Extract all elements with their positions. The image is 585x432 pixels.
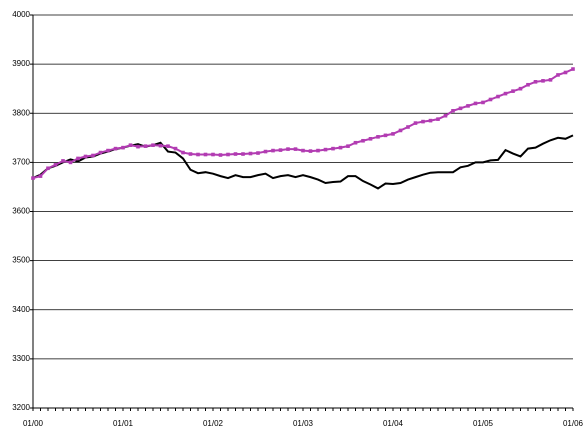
series-marker bbox=[143, 144, 148, 148]
series-marker bbox=[166, 144, 170, 148]
series-marker bbox=[428, 118, 433, 123]
series-marker bbox=[61, 159, 65, 163]
series-marker bbox=[353, 140, 358, 145]
series-line bbox=[32, 68, 574, 180]
y-tick-label: 3700 bbox=[12, 157, 30, 166]
series-marker bbox=[308, 149, 313, 153]
x-tick-label: 01/04 bbox=[383, 419, 404, 428]
series-marker bbox=[541, 79, 545, 83]
y-tick-label: 3300 bbox=[12, 354, 30, 363]
series-marker bbox=[548, 78, 553, 82]
y-tick-label: 3200 bbox=[12, 403, 30, 412]
series-marker bbox=[496, 94, 500, 99]
x-tick-label: 01/05 bbox=[473, 419, 494, 428]
series-marker bbox=[248, 151, 253, 156]
series-marker bbox=[376, 135, 380, 139]
series-marker bbox=[46, 166, 50, 171]
y-tick-label: 3600 bbox=[12, 207, 30, 216]
series-marker bbox=[406, 125, 410, 129]
series-marker bbox=[398, 128, 403, 133]
x-tick-label: 01/00 bbox=[23, 419, 44, 428]
series-marker bbox=[263, 149, 268, 154]
series-marker bbox=[271, 148, 275, 153]
x-tick-label: 01/03 bbox=[293, 419, 314, 428]
series-marker bbox=[301, 148, 305, 153]
series-marker bbox=[91, 153, 95, 158]
series-marker bbox=[316, 148, 320, 153]
x-tick-label: 01/06 bbox=[563, 419, 584, 428]
y-tick-label: 3800 bbox=[12, 108, 30, 117]
series-marker bbox=[571, 67, 575, 71]
y-tick-label: 3500 bbox=[12, 256, 30, 265]
series-marker bbox=[256, 151, 260, 155]
series-marker bbox=[293, 147, 298, 151]
series-marker bbox=[361, 138, 365, 143]
series-marker bbox=[503, 91, 508, 96]
series-marker bbox=[383, 133, 388, 138]
x-tick-label: 01/02 bbox=[203, 419, 224, 428]
series-marker bbox=[203, 152, 208, 157]
series-marker bbox=[556, 73, 560, 77]
series-marker bbox=[458, 106, 463, 111]
series-marker bbox=[121, 145, 125, 150]
series-marker bbox=[563, 70, 568, 75]
series-marker bbox=[488, 97, 493, 102]
series-marker bbox=[286, 147, 290, 151]
series-marker bbox=[533, 80, 538, 84]
series-marker bbox=[346, 144, 350, 148]
series-marker bbox=[338, 145, 343, 150]
series-marker bbox=[218, 153, 223, 157]
series-marker bbox=[368, 136, 373, 141]
series-marker bbox=[451, 108, 455, 113]
series-marker bbox=[526, 82, 530, 87]
series-line bbox=[32, 134, 574, 190]
y-tick-label: 3400 bbox=[12, 305, 30, 314]
series-marker bbox=[98, 150, 103, 155]
series-marker bbox=[196, 152, 200, 157]
series-marker bbox=[83, 154, 88, 159]
y-tick-label: 4000 bbox=[12, 10, 30, 19]
series-marker bbox=[211, 152, 215, 157]
series-marker bbox=[31, 176, 35, 180]
y-tick-label: 3900 bbox=[12, 59, 30, 68]
series-marker bbox=[128, 143, 133, 147]
series-marker bbox=[443, 113, 448, 118]
series-marker bbox=[413, 121, 418, 125]
series-marker bbox=[466, 104, 470, 108]
series-marker bbox=[421, 119, 425, 124]
series-marker bbox=[233, 152, 238, 156]
series-marker bbox=[173, 146, 178, 151]
series-marker bbox=[511, 89, 515, 93]
series-marker bbox=[436, 117, 440, 121]
series-marker bbox=[38, 174, 43, 178]
series-marker bbox=[481, 100, 485, 105]
x-tick-label: 01/01 bbox=[113, 419, 134, 428]
series-marker bbox=[331, 146, 335, 151]
series-marker bbox=[151, 143, 155, 147]
series-marker bbox=[473, 101, 478, 106]
series-marker bbox=[241, 152, 245, 156]
series-marker bbox=[188, 152, 193, 156]
series-marker bbox=[68, 160, 73, 165]
series-marker bbox=[278, 148, 283, 152]
series-marker bbox=[181, 150, 185, 155]
series-marker bbox=[53, 163, 58, 167]
series-marker bbox=[136, 144, 140, 149]
series-marker bbox=[106, 148, 110, 153]
series-marker bbox=[158, 143, 163, 148]
series-marker bbox=[76, 156, 80, 161]
series-marker bbox=[518, 86, 523, 91]
series-marker bbox=[391, 132, 395, 136]
series-marker bbox=[226, 152, 230, 157]
series-marker bbox=[323, 147, 328, 152]
series-marker bbox=[113, 146, 118, 151]
